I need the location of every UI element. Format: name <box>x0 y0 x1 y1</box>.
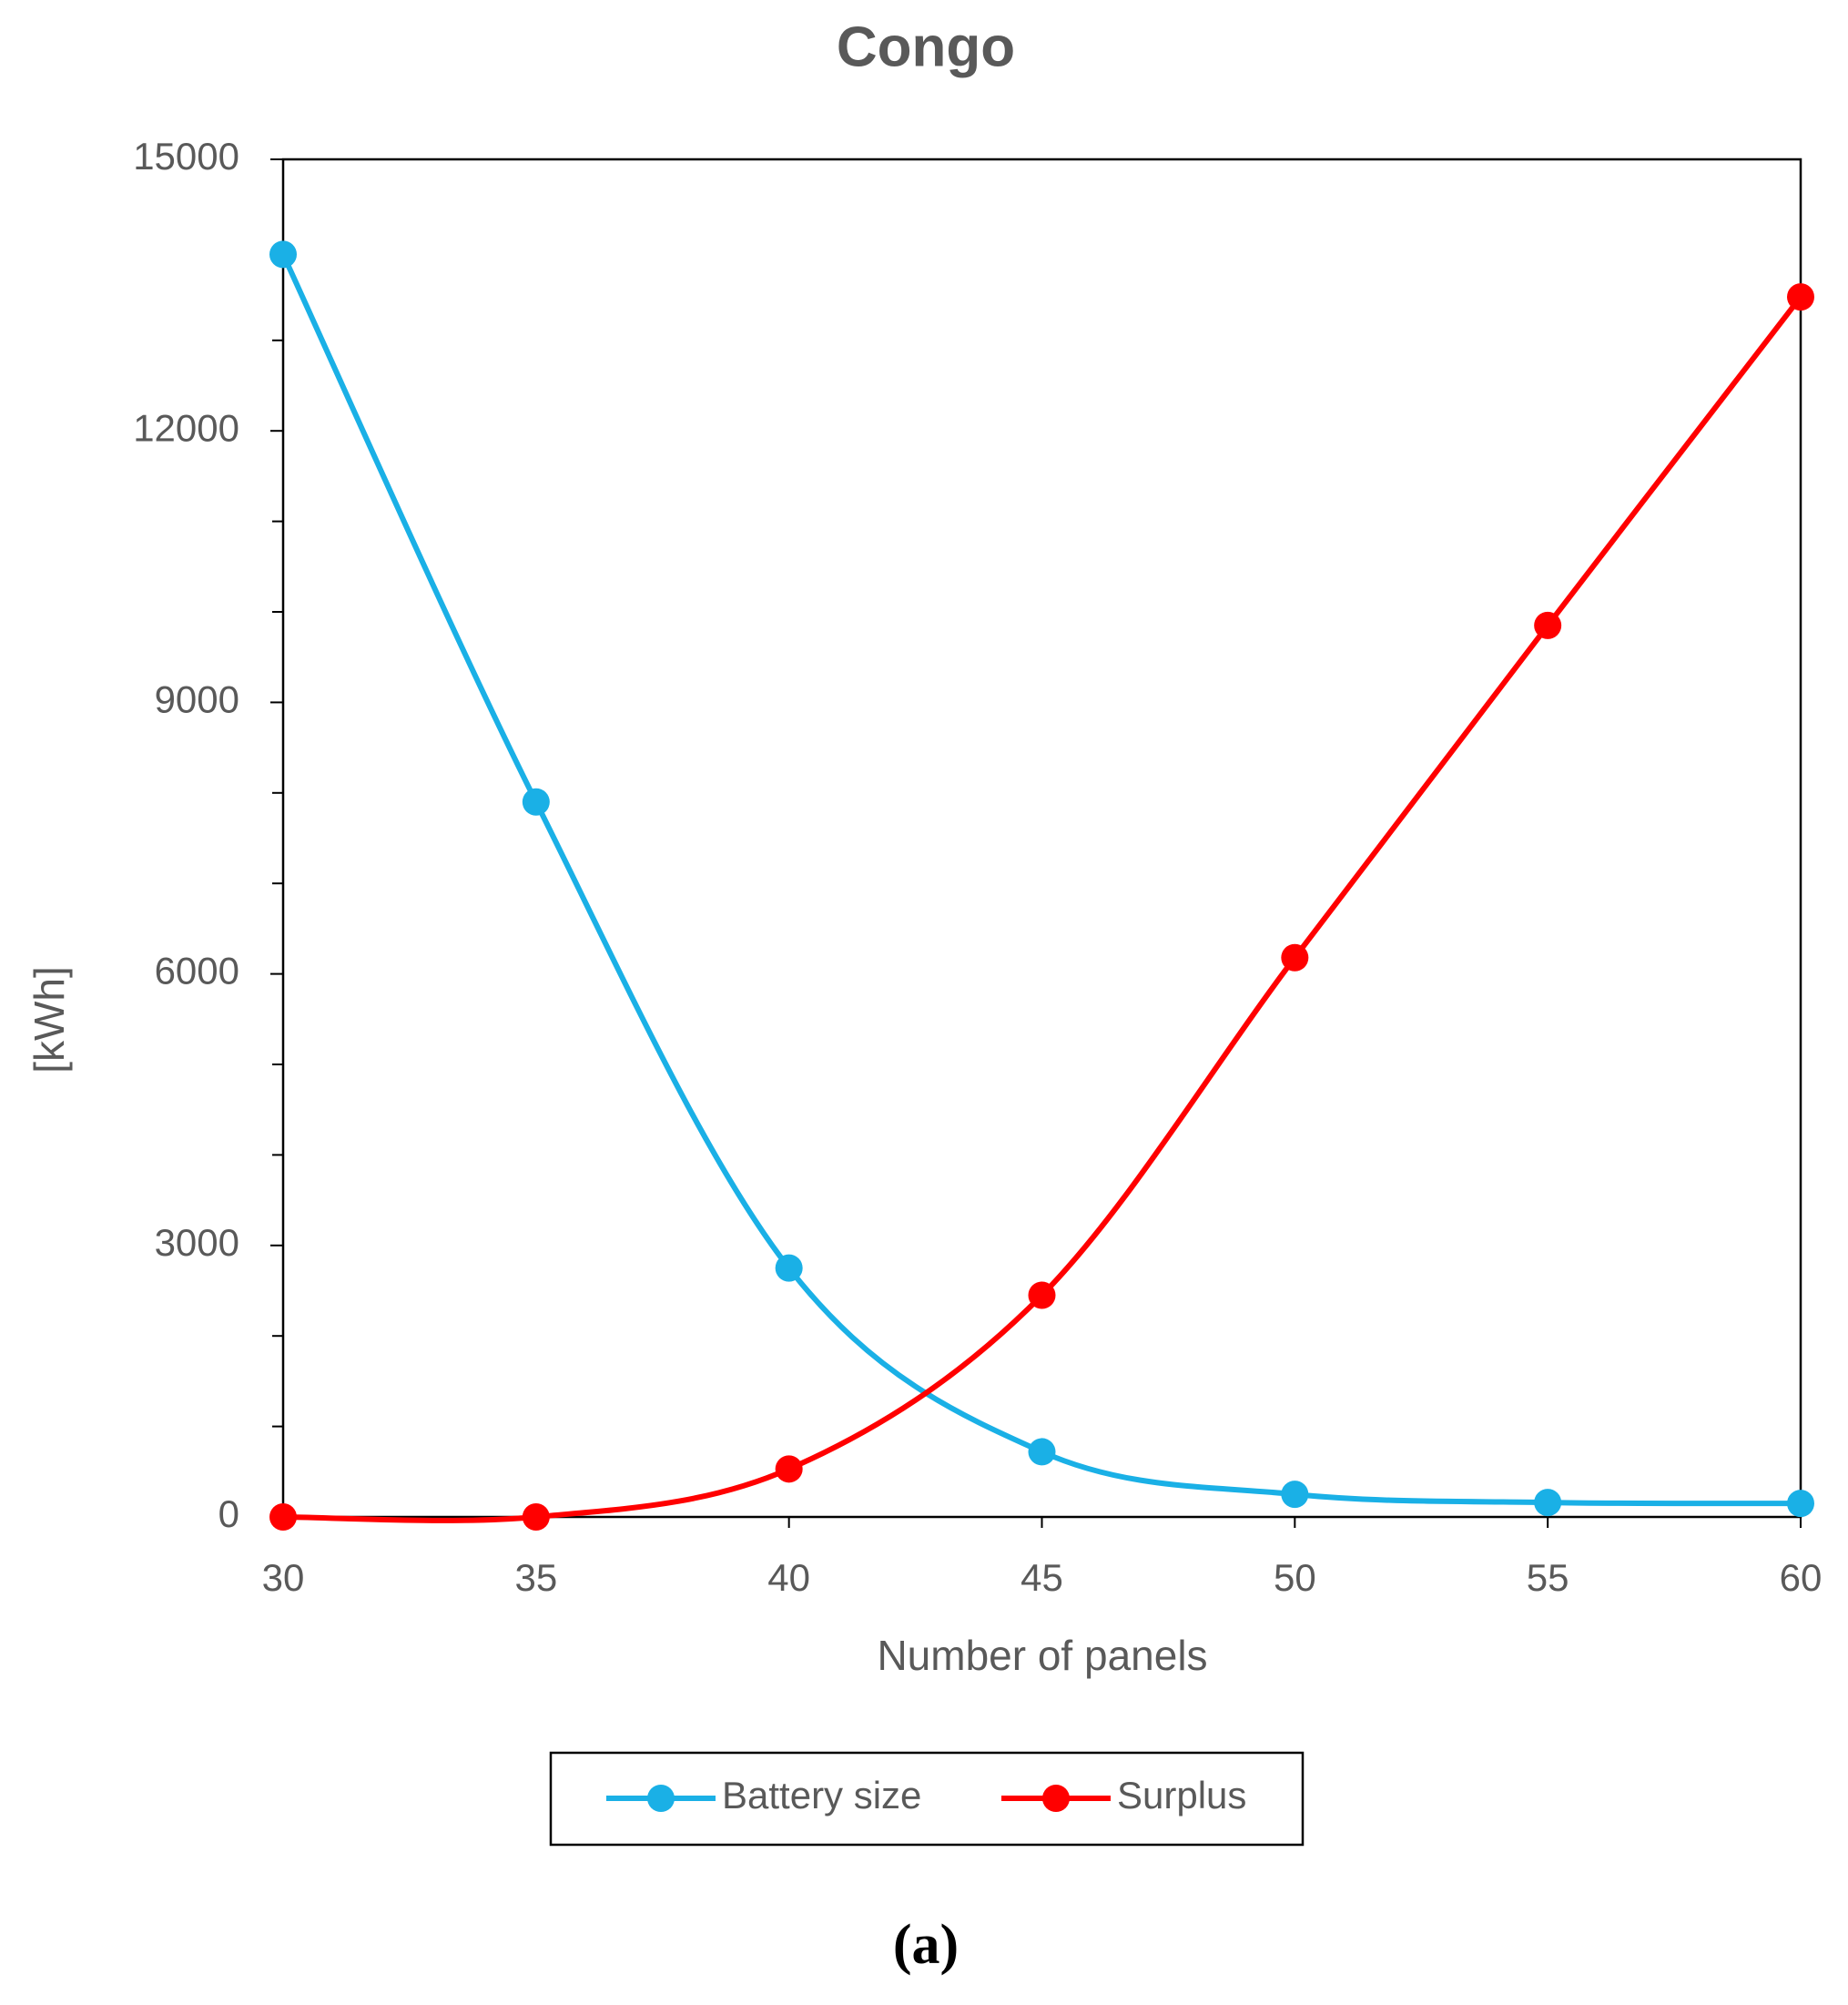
y-tick-label: 0 <box>218 1492 239 1535</box>
x-tick-label: 30 <box>262 1556 305 1599</box>
x-tick-label: 50 <box>1274 1556 1316 1599</box>
chart-title: Congo <box>837 15 1015 78</box>
series-line <box>282 295 1803 1523</box>
y-tick-label: 12000 <box>133 406 239 449</box>
legend-label: Surplus <box>1117 1774 1246 1817</box>
series-marker <box>1281 943 1309 972</box>
series-marker <box>1787 1490 1814 1518</box>
x-tick-label: 35 <box>514 1556 557 1599</box>
series-marker <box>269 1503 297 1531</box>
series-marker <box>775 1455 803 1483</box>
x-tick-label: 45 <box>1020 1556 1063 1599</box>
series-marker <box>1281 1481 1309 1509</box>
x-tick-label: 60 <box>1780 1556 1823 1599</box>
series-marker <box>1028 1281 1056 1309</box>
y-tick-label: 3000 <box>155 1221 239 1264</box>
legend-label: Battery size <box>722 1774 921 1817</box>
y-axis-label: [kWh] <box>25 966 73 1074</box>
y-tick-label: 6000 <box>155 950 239 992</box>
legend-swatch-marker <box>1042 1785 1070 1812</box>
y-tick-label: 15000 <box>133 135 239 178</box>
series-marker <box>522 788 550 816</box>
series-marker <box>1534 1489 1562 1517</box>
caption: (a) <box>893 1914 959 1976</box>
series-marker <box>1534 611 1562 639</box>
y-tick-label: 9000 <box>155 677 239 720</box>
legend-swatch-marker <box>647 1785 675 1812</box>
series-marker <box>269 240 297 269</box>
x-axis-label: Number of panels <box>877 1632 1207 1679</box>
x-tick-label: 55 <box>1527 1556 1569 1599</box>
series-marker <box>522 1503 550 1531</box>
legend-box <box>549 1751 1305 1847</box>
series-line <box>280 253 1802 1507</box>
x-tick-label: 40 <box>767 1556 810 1599</box>
plot-frame <box>281 158 1802 1519</box>
series-marker <box>1787 283 1814 311</box>
series-marker <box>1028 1438 1056 1466</box>
series-marker <box>775 1254 803 1282</box>
